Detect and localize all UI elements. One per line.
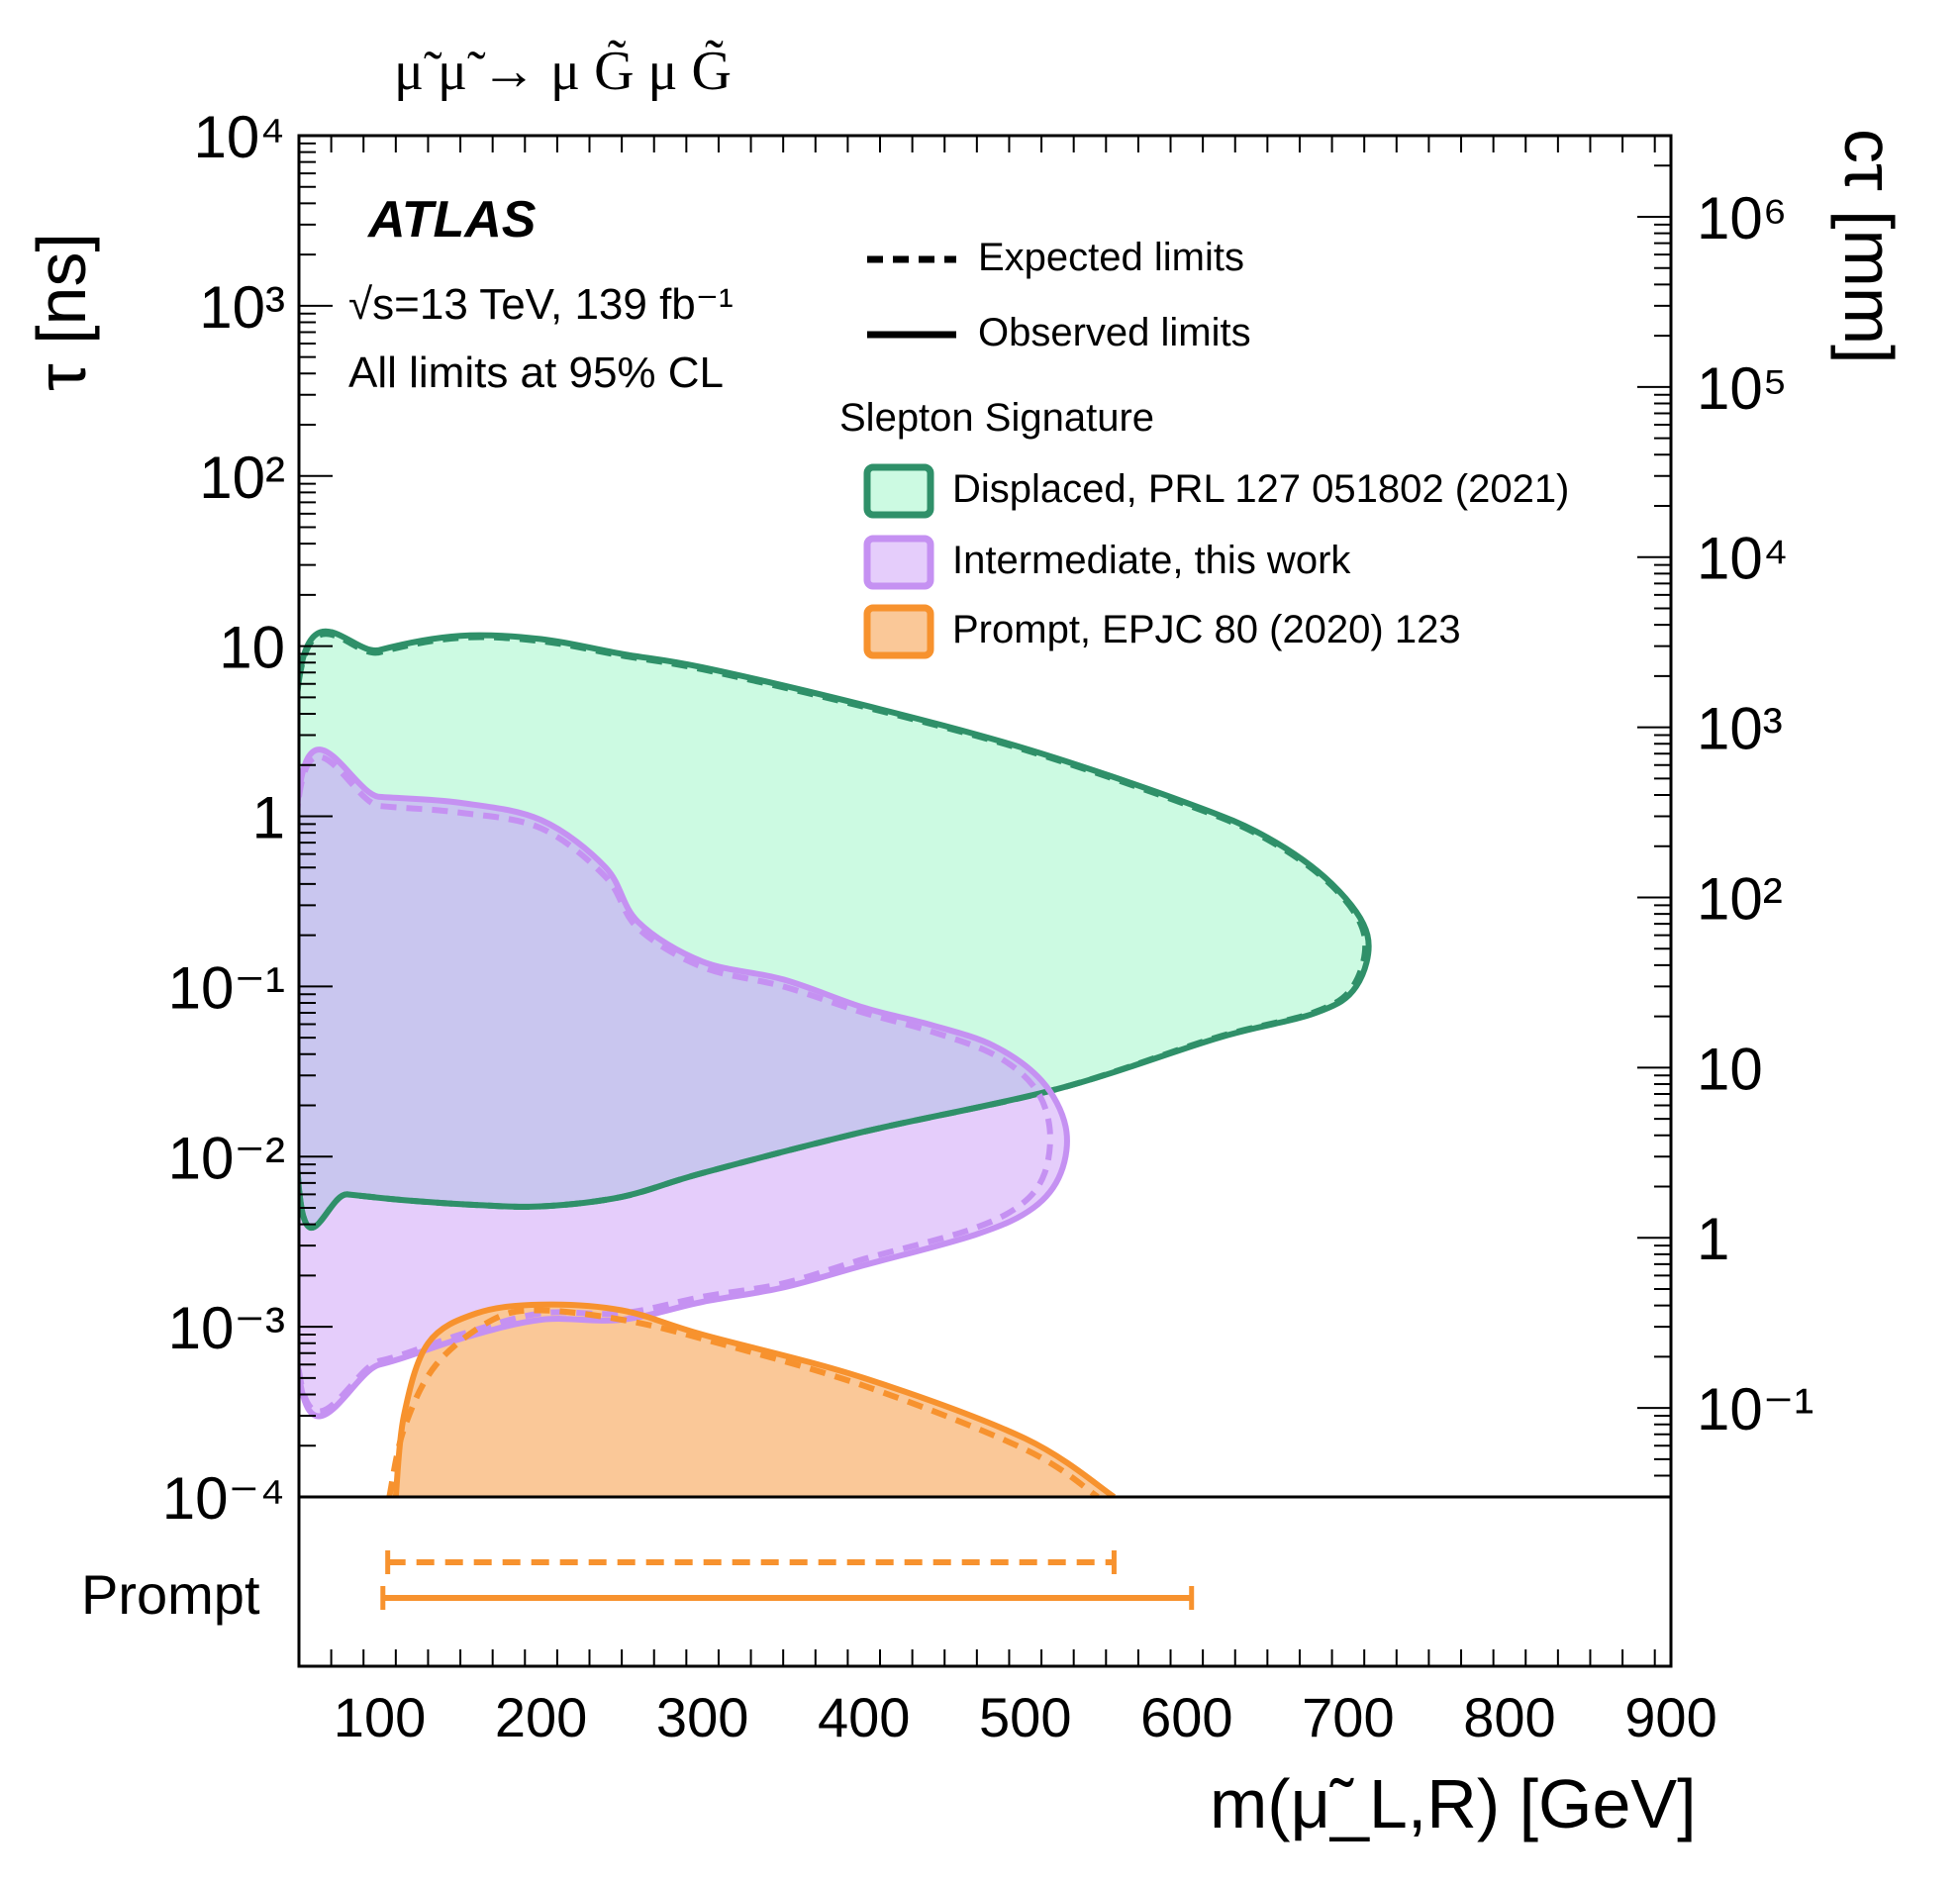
legend-observed-label: Observed limits (978, 311, 1251, 354)
y-axis-title: τ [ns] (23, 233, 100, 391)
prompt-expected-contour (386, 1307, 1100, 1497)
legend-displaced-swatch (863, 463, 934, 519)
y-tick-label: 10⁴ (193, 104, 285, 170)
x-axis-title: m(μ̃_L,R) [GeV] (1210, 1765, 1697, 1842)
y-tick-label: 10⁻⁴ (162, 1465, 285, 1532)
y2-tick-label: 10 (1697, 1036, 1763, 1102)
intermediate-observed-contour (299, 746, 1070, 1420)
y2-axis-title: cτ [mm] (1830, 129, 1908, 364)
y2-tick-label: 10² (1697, 865, 1783, 932)
legend-expected-label: Expected limits (978, 236, 1244, 279)
y2-tick-label: 10⁶ (1697, 185, 1787, 251)
legend-displaced-label: Displaced, PRL 127 051802 (2021) (952, 467, 1570, 511)
legend (863, 255, 956, 659)
y-tick-label: 10⁻² (168, 1125, 285, 1191)
prompt-observed-contour (392, 1301, 1117, 1497)
outer-frame (297, 134, 1673, 1668)
prompt-region-fill (395, 1304, 1115, 1497)
legend-header: Slepton Signature (839, 396, 1155, 440)
legend-intermediate-label: Intermediate, this work (952, 539, 1351, 582)
x-tick-label: 200 (495, 1686, 587, 1748)
y-tick-label: 10⁻³ (168, 1295, 285, 1361)
exclusion-regions (299, 628, 1372, 1497)
x-tick-label: 700 (1302, 1686, 1394, 1748)
plot-frame (297, 134, 1673, 1668)
y-tick-label: 10⁻¹ (168, 954, 285, 1021)
process-title: μ̃ μ̃ → μ G̃ μ G̃ (394, 41, 732, 102)
y-tick-label: 1 (252, 785, 285, 851)
y2-tick-label: 10⁴ (1697, 526, 1789, 592)
x-tick-label: 300 (656, 1686, 748, 1748)
y2-tick-label: 10⁻¹ (1697, 1376, 1813, 1442)
overlap-region-fill (299, 749, 1067, 1229)
legend-intermediate-swatch (863, 535, 934, 590)
x-tick-label: 900 (1624, 1686, 1716, 1748)
prompt-limit-bars (380, 1550, 1195, 1610)
displaced-observed-contour (299, 628, 1372, 1232)
y-tick-label: 10² (199, 445, 285, 511)
legend-prompt-label: Prompt, EPJC 80 (2020) 123 (952, 608, 1461, 651)
y2-tick-label: 10³ (1697, 696, 1783, 762)
atlas-label: ATLAS (368, 191, 537, 248)
tick-labels: 10⁻⁴ 10⁻³ 10⁻² 10⁻¹ 1 10 10² 10³ 10⁴ 10⁻¹ 1 10 10² 10… (162, 104, 1814, 1748)
x-tick-label: 800 (1463, 1686, 1555, 1748)
x-tick-label: 100 (334, 1686, 426, 1748)
axis-ticks (298, 135, 1671, 1666)
legend-prompt-swatch (863, 604, 934, 659)
y2-tick-label: 1 (1697, 1206, 1729, 1272)
x-tick-label: 400 (818, 1686, 910, 1748)
y-tick-label: 10³ (199, 274, 285, 341)
x-tick-label: 500 (979, 1686, 1071, 1748)
y-tick-label: 10 (219, 615, 285, 681)
x-tick-label: 600 (1140, 1686, 1232, 1748)
energy-lumi-label: √s=13 TeV, 139 fb⁻¹ (348, 280, 734, 329)
prompt-row-label: Prompt (81, 1563, 260, 1626)
y2-tick-label: 10⁵ (1697, 355, 1788, 422)
cl-note-label: All limits at 95% CL (348, 348, 725, 397)
intermediate-expected-contour (299, 753, 1053, 1415)
